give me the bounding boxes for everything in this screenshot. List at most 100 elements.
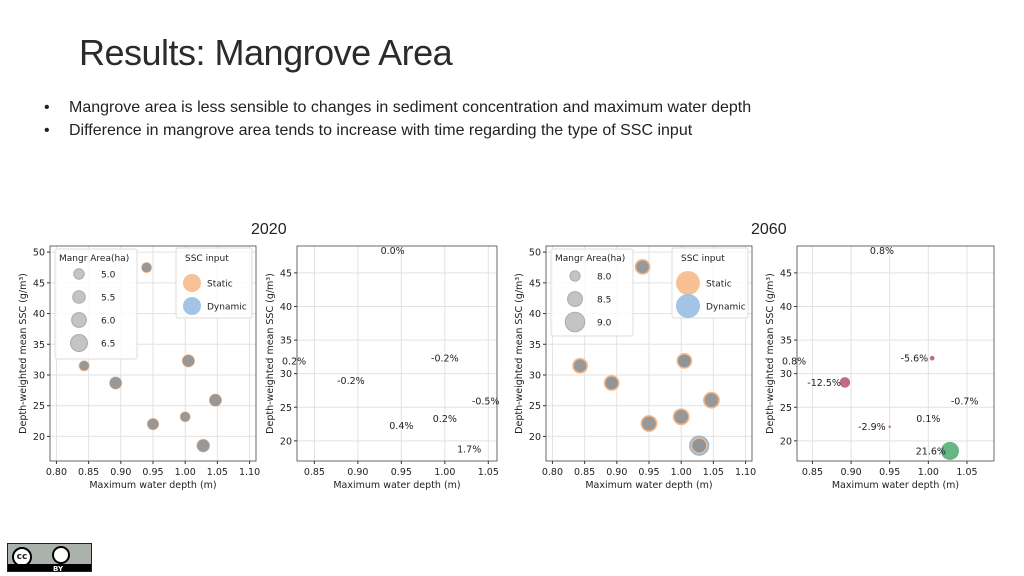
legend-marker <box>183 297 201 315</box>
x-tick-label: 0.95 <box>879 467 900 478</box>
y-tick-label: 20 <box>780 436 792 447</box>
x-tick-label: 0.80 <box>46 467 67 478</box>
y-tick-label: 25 <box>780 403 792 414</box>
x-tick-label: 1.10 <box>735 467 756 478</box>
legend-label: Dynamic <box>706 303 746 313</box>
data-point <box>78 360 90 372</box>
data-point <box>676 352 693 369</box>
data-label: -0.7% <box>951 397 979 408</box>
y-tick-label: 25 <box>280 403 292 414</box>
data-point <box>196 438 210 453</box>
y-axis-label: Depth-weighted mean SSC (g/m³) <box>18 273 29 434</box>
y-tick-label: 20 <box>33 432 45 443</box>
legend-ssc-input: SSC input Static Dynamic <box>671 247 749 319</box>
y-tick-label: 35 <box>780 336 792 347</box>
legend-label: Static <box>207 280 233 290</box>
x-tick-label: 1.00 <box>434 467 455 478</box>
person-icon <box>52 546 70 564</box>
legend-title: SSC input <box>681 254 725 264</box>
legend-label: 8.0 <box>597 273 612 283</box>
x-tick-label: 0.80 <box>542 467 563 478</box>
slide-title: Results: Mangrove Area <box>79 32 453 73</box>
data-label: 0.2% <box>433 414 457 425</box>
legend-mangrove-area: Mangr Area(ha) 8.0 8.5 9.0 <box>550 248 634 337</box>
data-label: -2.9% <box>858 422 886 433</box>
y-tick-label: 20 <box>529 432 541 443</box>
y-tick-label: 25 <box>529 401 541 412</box>
bullet-item: • Difference in mangrove area tends to i… <box>44 119 751 142</box>
data-label: 0.0% <box>381 246 405 257</box>
legend-label: 5.0 <box>101 271 116 281</box>
x-tick-label: 0.95 <box>391 467 412 478</box>
x-tick-label: 0.85 <box>574 467 595 478</box>
legend-marker <box>676 271 700 295</box>
plot-area <box>839 355 960 460</box>
data-label: 0.2% <box>282 356 306 367</box>
y-tick-label: 20 <box>280 436 292 447</box>
year-label-2020: 2020 <box>251 221 287 238</box>
data-label: -0.5% <box>472 397 500 408</box>
plot-frame <box>545 245 753 462</box>
x-axis-label: Maximum water depth (m) <box>89 480 216 490</box>
data-label: 0.1% <box>916 414 940 425</box>
x-tick-label: 0.90 <box>841 467 862 478</box>
x-tick-label: 1.10 <box>239 467 260 478</box>
data-point <box>181 354 195 368</box>
legend-label: 5.5 <box>101 294 115 304</box>
x-axis-label: Maximum water depth (m) <box>333 480 460 490</box>
y-tick-label: 50 <box>529 248 541 259</box>
bullet-dot: • <box>44 99 50 116</box>
legend-marker <box>564 311 586 333</box>
x-tick-label: 1.05 <box>207 467 228 478</box>
legend-marker <box>569 270 581 282</box>
year-label-2060: 2060 <box>751 221 787 238</box>
data-point <box>702 391 720 409</box>
data-point <box>640 415 658 432</box>
y-tick-label: 35 <box>33 340 45 351</box>
data-point-marker <box>888 425 891 428</box>
bullet-list: • Mangrove area is less sensible to chan… <box>44 96 751 142</box>
legend-title: Mangr Area(ha) <box>59 254 129 264</box>
y-tick-label: 35 <box>280 336 292 347</box>
y-tick-label: 40 <box>280 302 292 313</box>
legend-marker <box>183 274 201 292</box>
y-tick-label: 40 <box>33 309 45 320</box>
y-tick-label: 30 <box>780 369 792 380</box>
data-label: 0.8% <box>782 356 806 367</box>
legend-marker <box>676 294 700 318</box>
data-label: -5.6% <box>901 354 929 365</box>
legend-ssc-input: SSC input Static Dynamic <box>175 247 253 319</box>
x-tick-label: 1.00 <box>918 467 939 478</box>
legend-label: 8.5 <box>597 296 611 306</box>
y-tick-label: 30 <box>529 371 541 382</box>
chart-bubble2020: 0.80 0.85 0.90 0.95 1.00 1.05 1.10 20 25 30 35 40 45… <box>18 245 260 490</box>
data-point <box>572 357 589 374</box>
data-point <box>141 262 152 273</box>
legend-mangrove-area: Mangr Area(ha) 5.0 5.5 6.0 6.5 <box>54 248 138 360</box>
x-tick-label: 0.85 <box>78 467 99 478</box>
data-label: -0.2% <box>337 376 365 387</box>
legend-title: Mangr Area(ha) <box>555 254 625 264</box>
data-label: 0.4% <box>389 421 413 432</box>
data-point-marker <box>929 355 935 361</box>
data-label: -0.2% <box>431 354 459 365</box>
data-label: 21.6% <box>916 446 946 457</box>
x-tick-label: 1.00 <box>175 467 196 478</box>
legend-label: 6.5 <box>101 340 115 350</box>
license-bar <box>8 564 91 571</box>
y-tick-label: 45 <box>529 278 541 289</box>
x-tick-label: 0.90 <box>606 467 627 478</box>
legend-marker <box>72 290 86 304</box>
x-tick-label: 0.85 <box>802 467 823 478</box>
data-point <box>109 376 123 390</box>
y-axis-label: Depth-weighted mean SSC (g/m³) <box>265 273 276 434</box>
data-point <box>690 437 708 455</box>
x-tick-label: 1.05 <box>703 467 724 478</box>
license-by-label: BY <box>53 565 64 573</box>
x-tick-label: 0.95 <box>638 467 659 478</box>
x-tick-label: 1.05 <box>956 467 977 478</box>
data-label: 0.8% <box>870 246 894 257</box>
legend-label: Static <box>706 280 732 290</box>
charts-figure: 0.80 0.85 0.90 0.95 1.00 1.05 1.10 20 25 30 35 40 45… <box>18 245 995 490</box>
y-tick-label: 40 <box>529 309 541 320</box>
